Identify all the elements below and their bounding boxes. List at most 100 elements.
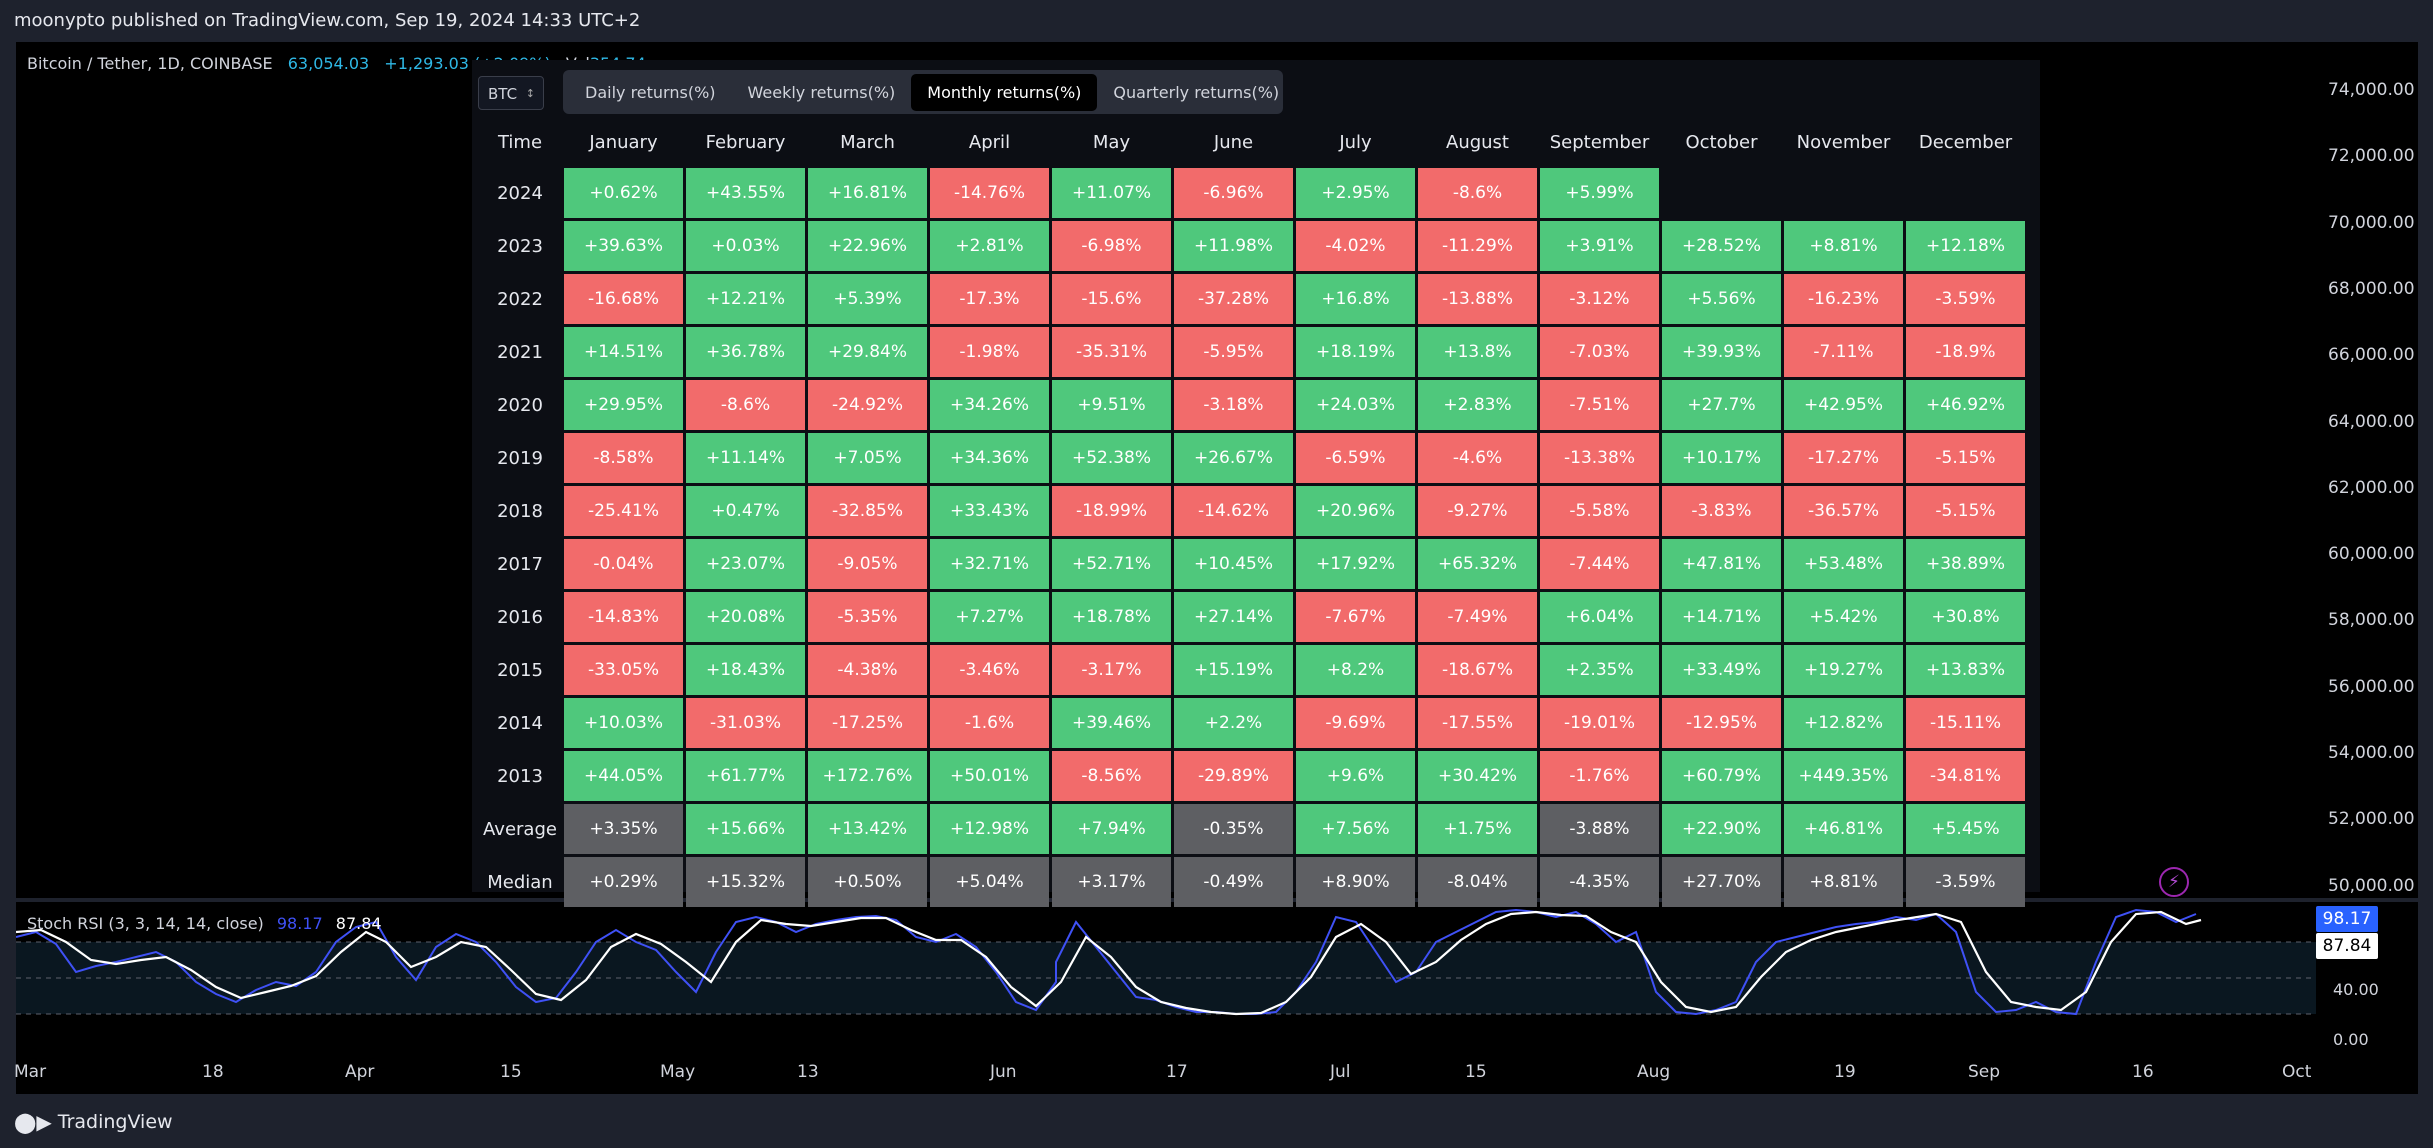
stoch-d-value: 87.84	[335, 914, 382, 933]
tab-monthly-returns[interactable]: Monthly returns(%)	[911, 73, 1098, 111]
row-label: 2013	[497, 765, 543, 787]
return-cell: -1.76%	[1540, 751, 1659, 801]
return-cell: -14.76%	[930, 168, 1049, 218]
row-label: 2015	[497, 659, 543, 681]
return-cell: +60.79%	[1662, 751, 1781, 801]
table-row: 2022 -16.68% +12.21% +5.39% -17.3% -15.6% -37.…	[479, 274, 2025, 324]
price-axis-label: 64,000.00	[2328, 411, 2415, 432]
lightning-bolt-icon[interactable]: ⚡	[2159, 867, 2189, 897]
return-cell: -0.04%	[564, 539, 683, 589]
time-axis-label: 18	[202, 1062, 224, 1082]
time-axis-label: Apr	[345, 1062, 375, 1082]
price-axis-label: 70,000.00	[2328, 212, 2415, 233]
column-header: November	[1796, 131, 1891, 153]
return-cell: +24.03%	[1296, 380, 1415, 430]
return-cell: +29.84%	[808, 327, 927, 377]
return-cell: +47.81%	[1662, 539, 1781, 589]
return-cell: -17.25%	[808, 698, 927, 748]
return-cell: +0.47%	[686, 486, 805, 536]
return-cell: +39.93%	[1662, 327, 1781, 377]
return-cell: +12.82%	[1784, 698, 1903, 748]
table-row: 2015 -33.05% +18.43% -4.38% -3.46% -3.17% +15.…	[479, 645, 2025, 695]
return-cell: -8.58%	[564, 433, 683, 483]
return-cell: +7.56%	[1296, 804, 1415, 854]
column-header: December	[1918, 131, 2013, 153]
return-cell: -3.83%	[1662, 486, 1781, 536]
price-axis-label: 68,000.00	[2328, 278, 2415, 299]
return-cell: +32.71%	[930, 539, 1049, 589]
column-header: September	[1549, 131, 1650, 153]
return-cell: +28.52%	[1662, 221, 1781, 271]
return-cell: -6.98%	[1052, 221, 1171, 271]
return-cell: -5.95%	[1174, 327, 1293, 377]
return-cell: -13.38%	[1540, 433, 1659, 483]
stoch-rsi-title[interactable]: Stoch RSI (3, 3, 14, 14, close)	[27, 914, 264, 933]
return-cell: -18.67%	[1418, 645, 1537, 695]
return-cell: +13.83%	[1906, 645, 2025, 695]
return-cell: +29.95%	[564, 380, 683, 430]
tab-weekly-returns[interactable]: Weekly returns(%)	[747, 82, 896, 102]
return-cell: +1.75%	[1418, 804, 1537, 854]
return-cell: -7.03%	[1540, 327, 1659, 377]
return-cell: +61.77%	[686, 751, 805, 801]
column-header: April	[968, 131, 1011, 153]
row-label: 2019	[497, 447, 543, 469]
return-cell: +11.07%	[1052, 168, 1171, 218]
stoch-d-badge: 87.84	[2316, 933, 2378, 959]
return-cell: +18.78%	[1052, 592, 1171, 642]
return-cell	[1906, 168, 2025, 218]
return-cell: +39.63%	[564, 221, 683, 271]
return-cell: -3.18%	[1174, 380, 1293, 430]
return-cell: +30.42%	[1418, 751, 1537, 801]
return-cell: -18.9%	[1906, 327, 2025, 377]
return-cell: +20.08%	[686, 592, 805, 642]
table-row: 2018 -25.41% +0.47% -32.85% +33.43% -18.99% -1…	[479, 486, 2025, 536]
column-header: February	[705, 131, 786, 153]
return-cell: +10.03%	[564, 698, 683, 748]
return-cell: -15.11%	[1906, 698, 2025, 748]
column-header: June	[1213, 131, 1254, 153]
return-cell: +39.46%	[1052, 698, 1171, 748]
table-row: 2024 +0.62% +43.55% +16.81% -14.76% +11.07% -6…	[479, 168, 2025, 218]
return-cell: +14.51%	[564, 327, 683, 377]
return-cell	[1784, 168, 1903, 218]
return-cell: -17.55%	[1418, 698, 1537, 748]
time-axis-label: Oct	[2282, 1062, 2312, 1082]
return-cell: +9.6%	[1296, 751, 1415, 801]
price-axis-label: 72,000.00	[2328, 146, 2415, 167]
asset-select[interactable]: BTC ↕	[478, 76, 544, 110]
row-label: 2016	[497, 606, 543, 628]
table-row: 2023 +39.63% +0.03% +22.96% +2.81% -6.98% +11.…	[479, 221, 2025, 271]
footer-brand[interactable]: ⬤▶ TradingView	[14, 1110, 173, 1134]
return-cell: -8.6%	[1418, 168, 1537, 218]
return-cell: +13.42%	[808, 804, 927, 854]
return-cell: +30.8%	[1906, 592, 2025, 642]
row-label: 2020	[497, 394, 543, 416]
return-cell: +19.27%	[1784, 645, 1903, 695]
tradingview-logo-icon: ⬤▶	[14, 1110, 52, 1134]
return-cell: +22.96%	[808, 221, 927, 271]
return-cell: -4.38%	[808, 645, 927, 695]
return-cell: -6.59%	[1296, 433, 1415, 483]
return-cell: +13.8%	[1418, 327, 1537, 377]
symbol-title[interactable]: Bitcoin / Tether, 1D, COINBASE	[27, 54, 273, 73]
stoch-scale-40: 40.00	[2333, 980, 2379, 999]
tab-quarterly-returns[interactable]: Quarterly returns(%)	[1113, 82, 1280, 102]
time-axis-label: Aug	[1637, 1062, 1671, 1082]
return-cell: +15.32%	[686, 857, 805, 907]
return-cell: +17.92%	[1296, 539, 1415, 589]
return-cell: +2.95%	[1296, 168, 1415, 218]
return-cell: +65.32%	[1418, 539, 1537, 589]
stoch-scale-0: 0.00	[2333, 1030, 2369, 1049]
return-cell: -33.05%	[564, 645, 683, 695]
price-axis-label: 54,000.00	[2328, 743, 2415, 763]
return-cell: -35.31%	[1052, 327, 1171, 377]
return-cell: -14.83%	[564, 592, 683, 642]
stoch-rsi-legend: Stoch RSI (3, 3, 14, 14, close) 98.17 87…	[27, 914, 390, 933]
price-axis-label: 56,000.00	[2328, 676, 2415, 697]
return-cell: +46.92%	[1906, 380, 2025, 430]
return-cell: +3.91%	[1540, 221, 1659, 271]
stoch-k-line	[16, 908, 2197, 1016]
return-cell: +33.43%	[930, 486, 1049, 536]
tab-daily-returns[interactable]: Daily returns(%)	[585, 82, 716, 102]
